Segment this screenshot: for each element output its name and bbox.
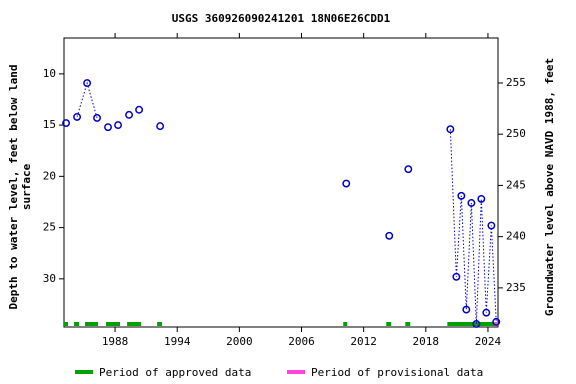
- plot-frame: [63, 37, 499, 328]
- data-line: [76, 81, 98, 119]
- y-tick-label: 25: [43, 221, 56, 234]
- data-point: [62, 119, 71, 128]
- data-line: [449, 129, 497, 324]
- data-point: [487, 221, 496, 230]
- period-bar: [85, 322, 99, 326]
- period-bar: [74, 322, 80, 326]
- data-point: [477, 194, 486, 203]
- period-bar: [494, 322, 498, 326]
- y-tick-label: 30: [43, 272, 56, 285]
- period-bar: [343, 322, 348, 326]
- data-point: [452, 272, 461, 281]
- y2-tick-label: 255: [506, 76, 526, 89]
- data-point: [462, 305, 471, 314]
- y-axis-label: Depth to water level, feet below land: [7, 64, 20, 309]
- period-bar: [106, 322, 121, 326]
- x-tick-label: 2024: [475, 335, 502, 348]
- data-point: [73, 112, 82, 121]
- y-axis-label: surface: [20, 163, 33, 210]
- period-bar: [157, 322, 163, 326]
- data-point: [404, 165, 413, 174]
- period-bar: [127, 322, 142, 326]
- data-point: [482, 308, 491, 317]
- data-point: [156, 122, 165, 131]
- legend-swatch: [287, 370, 305, 374]
- data-point: [385, 231, 394, 240]
- chart-title: USGS 360926090241201 18N06E26CDD1: [172, 12, 391, 25]
- data-point: [446, 125, 455, 134]
- legend-label: Period of approved data: [99, 366, 251, 379]
- data-point: [492, 317, 501, 326]
- data-point: [457, 191, 466, 200]
- y2-tick-label: 250: [506, 127, 526, 140]
- y-tick-label: 20: [43, 169, 56, 182]
- period-bar: [405, 322, 411, 326]
- data-point: [342, 179, 351, 188]
- data-point: [135, 105, 144, 114]
- y-tick-label: 10: [43, 67, 56, 80]
- y-tick-label: 15: [43, 118, 56, 131]
- period-bar: [447, 322, 495, 326]
- y2-tick-label: 245: [506, 178, 526, 191]
- legend-label: Period of provisional data: [311, 366, 483, 379]
- y2-axis-label: Groundwater level above NAVD 1988, feet: [543, 58, 556, 316]
- x-tick-label: 1994: [164, 335, 191, 348]
- x-tick-label: 1988: [102, 335, 129, 348]
- data-point: [125, 110, 133, 119]
- data-point: [114, 121, 123, 130]
- data-point: [472, 319, 481, 328]
- x-tick-label: 2000: [226, 335, 253, 348]
- period-bar: [386, 322, 392, 326]
- y2-tick-label: 235: [506, 281, 526, 294]
- x-tick-label: 2006: [288, 335, 315, 348]
- legend-swatch: [75, 370, 93, 374]
- data-point: [93, 113, 101, 122]
- y2-tick-label: 240: [506, 230, 526, 243]
- data-point: [83, 79, 92, 88]
- x-tick-label: 2012: [350, 335, 377, 348]
- data-point: [467, 199, 476, 207]
- x-tick-label: 2018: [413, 335, 440, 348]
- period-bar: [64, 322, 69, 326]
- data-point: [104, 123, 112, 132]
